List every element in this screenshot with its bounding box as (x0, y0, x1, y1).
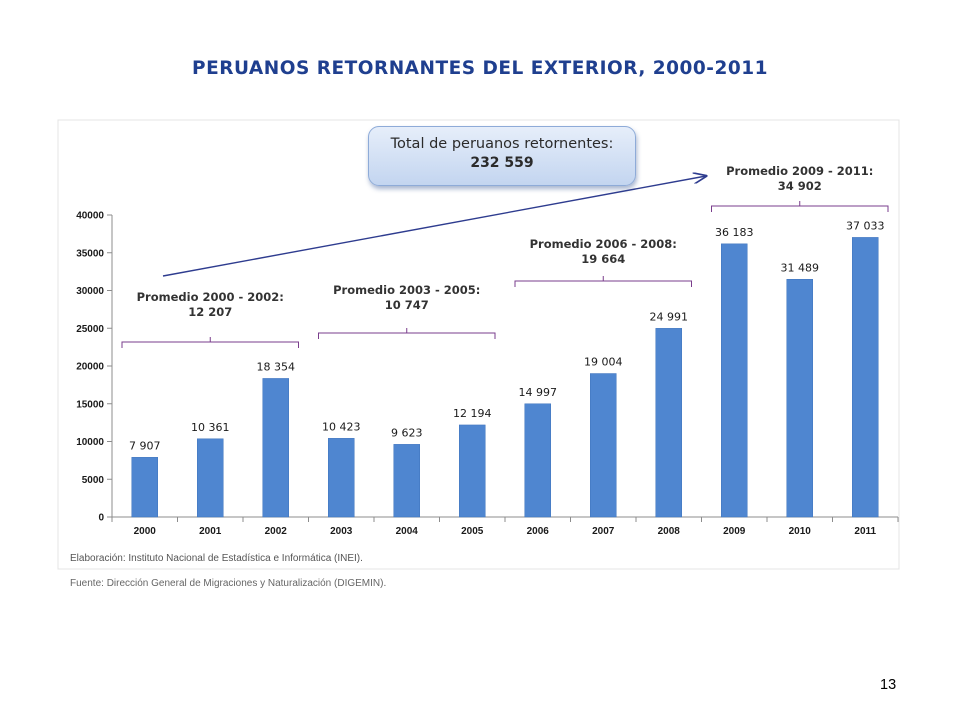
bar-2001 (197, 438, 224, 518)
bar-2003 (328, 438, 355, 518)
slide-title: PERUANOS RETORNANTES DEL EXTERIOR, 2000-… (192, 58, 768, 79)
y-tick-label: 10000 (76, 437, 104, 448)
y-tick-label: 30000 (76, 286, 104, 297)
chart-axes: 0 5000 10000 15000 20000 25000 30000 35000 40000… (76, 211, 899, 537)
avg-value: 19 664 (581, 252, 625, 266)
data-label-2009: 36 183 (715, 226, 754, 239)
bar-2000 (131, 457, 158, 518)
bar-2005 (459, 424, 486, 518)
chart-annotations: Promedio 2000 - 2002:12 207 Promedio 2003… (121, 164, 889, 348)
total-callout-label: Total de peruanos retornentes: (390, 136, 614, 152)
data-label-2010: 31 489 (781, 261, 820, 274)
avg-bracket (121, 337, 299, 348)
avg-bracket (514, 276, 692, 287)
bar-2004 (393, 444, 420, 518)
bar-2006 (524, 403, 551, 518)
avg-label: Promedio 2006 - 2008: (530, 237, 677, 251)
x-tick-label: 2000 (134, 526, 157, 537)
chart-value-labels: 7 907 10 361 18 354 10 423 9 623 12 194 14 997… (129, 219, 885, 452)
y-tick-label: 40000 (76, 211, 104, 222)
chart-area-border (57, 119, 900, 570)
x-tick-label: 2010 (789, 526, 812, 537)
x-tick-label: 2003 (330, 526, 353, 537)
data-label-2000: 7 907 (129, 439, 161, 452)
x-tick-label: 2004 (396, 526, 419, 537)
x-tick-label: 2002 (265, 526, 288, 537)
avg-label: Promedio 2003 - 2005: (333, 283, 480, 297)
trend-arrow (162, 176, 706, 277)
avg-bracket (318, 328, 496, 339)
avg-value: 10 747 (385, 298, 429, 312)
avg-bracket (711, 201, 889, 212)
y-tick-label: 15000 (76, 399, 104, 410)
y-tick-label: 0 (98, 513, 104, 524)
x-tick-label: 2008 (658, 526, 681, 537)
avg-label: Promedio 2009 - 2011: (726, 164, 873, 178)
data-label-2011: 37 033 (846, 219, 885, 232)
bar-2002 (262, 378, 289, 518)
source-note: Fuente: Dirección General de Migraciones… (70, 578, 387, 589)
data-label-2001: 10 361 (191, 421, 230, 434)
page-number: 13 (880, 677, 897, 693)
avg-value: 12 207 (188, 305, 232, 319)
bar-2009 (721, 243, 748, 518)
data-label-2005: 12 194 (453, 407, 492, 420)
data-label-2003: 10 423 (322, 420, 361, 433)
avg-value: 34 902 (778, 179, 822, 193)
data-label-2006: 14 997 (519, 386, 558, 399)
x-tick-label: 2001 (199, 526, 222, 537)
x-tick-label: 2006 (527, 526, 550, 537)
total-callout: Total de peruanos retornentes: 232 559 (368, 126, 636, 186)
bar-2010 (786, 279, 813, 518)
total-callout-value: 232 559 (470, 155, 534, 171)
data-label-2002: 18 354 (257, 360, 296, 373)
data-label-2004: 9 623 (391, 426, 423, 439)
x-tick-label: 2005 (461, 526, 484, 537)
data-label-2008: 24 991 (650, 310, 689, 323)
y-tick-label: 5000 (82, 475, 105, 486)
y-tick-label: 35000 (76, 248, 104, 259)
x-tick-label: 2007 (592, 526, 615, 537)
x-tick-label: 2009 (723, 526, 746, 537)
elaboracion-note: Elaboración: Instituto Nacional de Estad… (70, 553, 363, 564)
bar-2008 (655, 328, 682, 518)
data-label-2007: 19 004 (584, 356, 623, 369)
x-tick-label: 2011 (854, 526, 876, 537)
avg-label: Promedio 2000 - 2002: (137, 290, 284, 304)
bar-2011 (852, 237, 879, 518)
chart-bars (131, 237, 879, 518)
bar-2007 (590, 373, 617, 518)
y-tick-label: 20000 (76, 362, 104, 373)
y-tick-label: 25000 (76, 324, 104, 335)
